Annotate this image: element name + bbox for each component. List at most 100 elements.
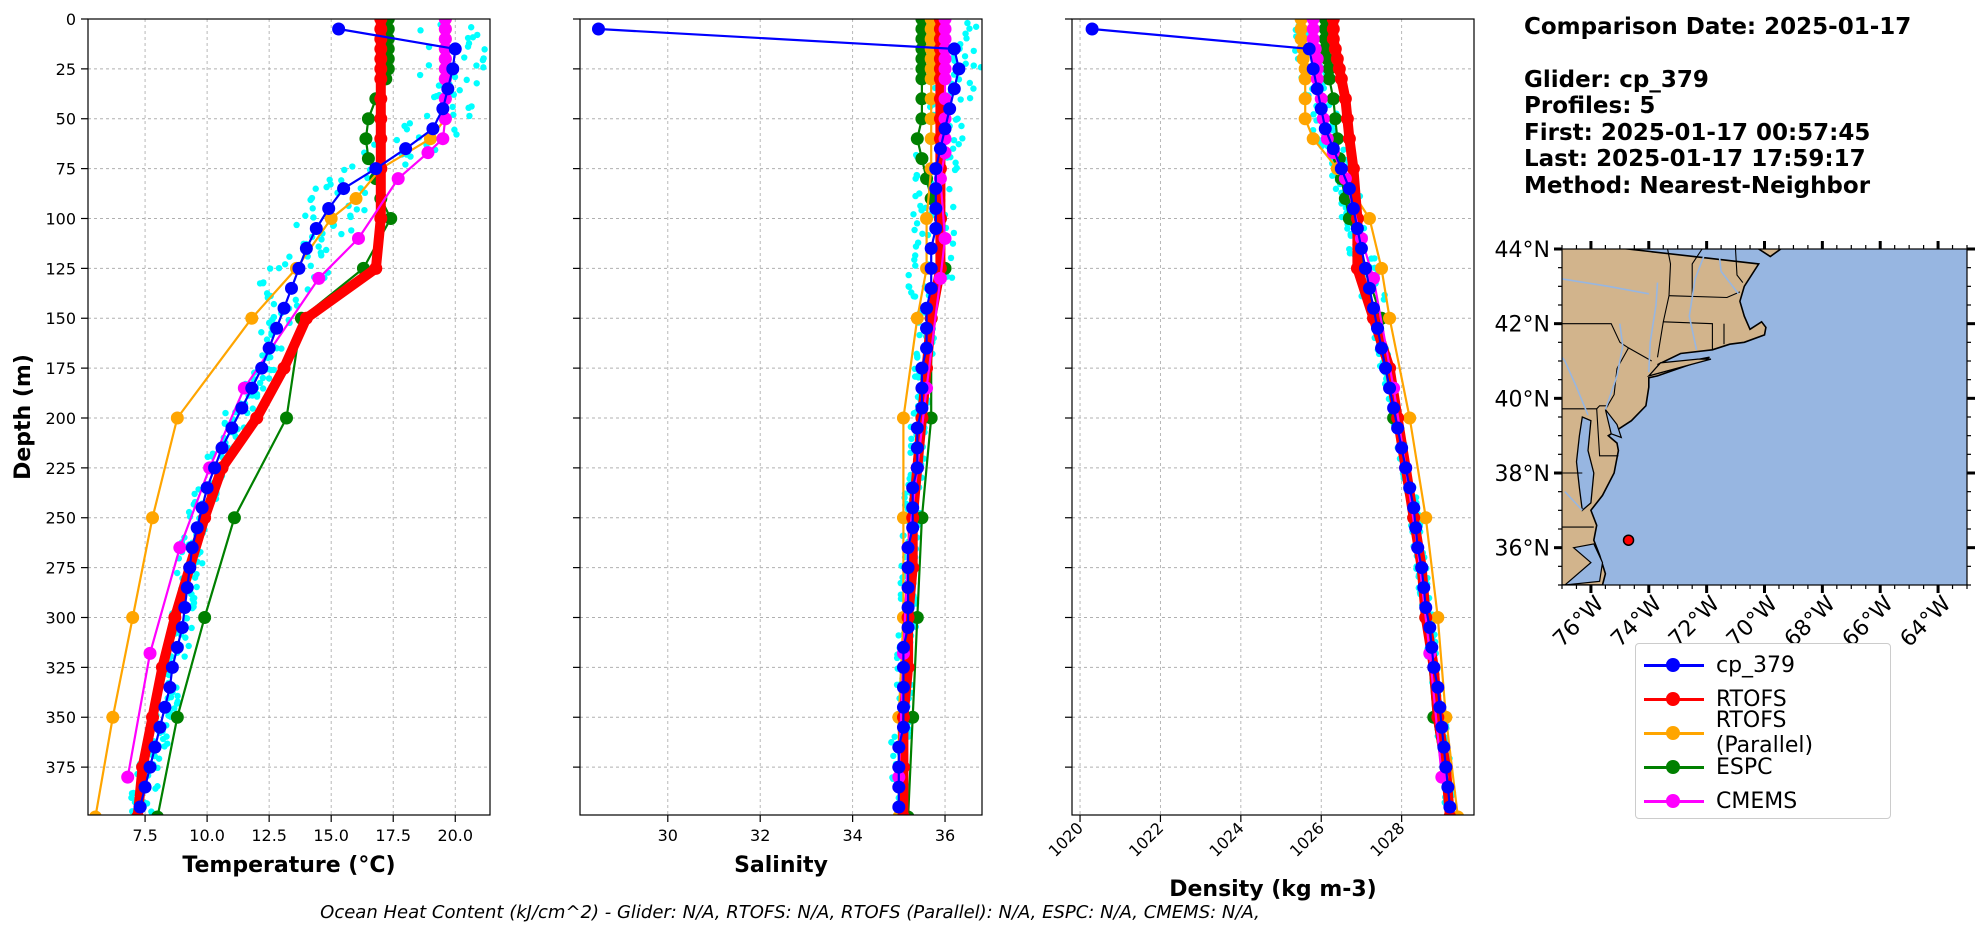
glider-raw-point [406,120,414,127]
salinity-panel: 30 32 34 36 Salinity [573,18,983,878]
point-cp-379 [1439,760,1453,774]
point-rtofs-parallel [1375,261,1389,275]
point-espc [1322,62,1336,76]
point-rtofs [933,261,947,275]
point-cp-379 [896,640,910,654]
point-espc [910,132,924,146]
point-cmems [173,541,187,555]
glider-raw-point [430,93,438,101]
legend-item-cp379: cp_379 [1636,648,1890,682]
glider-raw-point [425,62,433,69]
point-cp-379 [1419,601,1433,615]
y-axis-label: Depth (m) [11,354,36,480]
glider-raw-point [163,733,170,740]
lat-tick-label: 40°N [1495,387,1550,412]
point-cp-379 [901,561,915,575]
y-tick-label: 200 [45,409,76,428]
plot-area [591,19,982,815]
glider-raw-point [891,733,898,740]
point-cp-379 [915,401,929,415]
glider-raw-point [966,25,973,32]
point-espc [1322,72,1336,86]
glider-raw-point [416,71,424,79]
glider-location-marker [1622,534,1635,546]
glider-raw-point [914,352,921,359]
point-cp-379 [1425,640,1439,654]
point-cp-379 [1358,261,1372,275]
point-cp-379 [906,521,920,535]
y-tick-label: 100 [45,209,76,228]
point-rtofs-parallel [1306,132,1320,146]
glider-raw-point [473,80,480,87]
point-cp-379 [195,501,209,515]
glider-raw-point [972,23,980,30]
temperature-panel: 7.5 10.0 12.5 15.0 17.5 20.0 0 25 50 75 100 125 150 1… [11,10,491,878]
glider-raw-point [952,159,959,166]
point-cp-379 [924,241,938,255]
legend-label-rtofs: RTOFS [1716,686,1787,712]
point-cmems [938,22,952,36]
glider-raw-point [465,104,472,112]
glider-raw-point [270,313,278,321]
point-cp-379 [1085,22,1099,36]
point-espc [151,810,164,815]
point-cp-379 [1375,341,1389,355]
state-border [1628,347,1652,362]
point-cp-379 [1433,700,1447,714]
point-rtofs [374,92,388,106]
point-cp-379 [245,381,259,395]
glider-raw-point [188,624,195,632]
point-rtofs-parallel [896,411,910,425]
point-cp-379 [924,261,938,275]
glider-raw-point [307,262,314,270]
point-rtofs-parallel [349,192,363,206]
glider-raw-point [888,739,895,746]
point-cmems [438,52,452,66]
glider-raw-point [185,642,192,650]
x-tick-label: 1028 [1366,818,1408,860]
glider-raw-point [174,692,181,700]
glider-raw-point [302,212,309,219]
point-cp-379 [896,680,910,694]
glider-raw-point [912,252,919,259]
point-cp-379 [178,601,192,615]
point-cp-379 [1354,241,1368,255]
glider-raw-point [259,374,267,382]
point-rtofs-parallel [1419,511,1433,525]
glider-raw-point [466,112,473,120]
glider-raw-point [949,240,957,247]
point-espc [361,112,375,126]
x-tick-label: 15.0 [313,826,349,845]
series-rtofs [131,19,388,815]
point-cp-379 [183,561,197,575]
point-cp-379 [436,102,450,116]
glider-raw-point [402,161,409,168]
glider-raw-point [222,409,229,417]
glider-raw-point [890,752,897,760]
point-cp-379 [170,640,184,654]
point-cp-379 [591,22,605,36]
point-rtofs [374,112,388,126]
glider-raw-point [265,375,273,382]
y-tick-label: 175 [45,359,76,378]
point-rtofs-parallel [924,32,938,46]
point-cp-379 [1427,660,1441,674]
glider-raw-point [453,131,460,138]
glider-raw-point [463,76,470,84]
point-espc [915,42,929,56]
glider-raw-point [895,632,902,639]
density-panel: 1020 1022 1024 1026 1028 Density (kg m-3) [1045,18,1475,902]
glider-raw-point [173,569,181,577]
point-rtofs-parallel [924,72,938,86]
point-cp-379 [277,301,291,315]
point-cmems [933,172,947,186]
lon-tick-label: 64°W [1896,591,1957,652]
point-cp-379 [1371,321,1385,335]
point-cp-379 [322,202,336,216]
point-espc [915,511,929,525]
point-cp-379 [1350,221,1364,235]
state-border [1562,405,1609,410]
point-cp-379 [929,162,943,176]
point-cp-379 [153,720,167,734]
point-rtofs [1332,62,1346,76]
